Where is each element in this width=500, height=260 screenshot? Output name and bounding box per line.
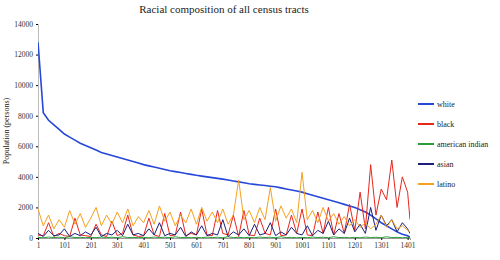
legend-swatch	[418, 103, 434, 105]
x-tick-mark	[223, 238, 224, 240]
chart: 0200040006000800010000120001400011012013…	[0, 0, 500, 260]
y-axis-title: Population (persons)	[2, 97, 11, 164]
x-tick-label: 501	[165, 241, 177, 250]
y-tick-label: 2000	[18, 203, 33, 212]
y-tick-label: 0	[29, 234, 33, 243]
x-tick: 801	[244, 238, 256, 250]
x-tick-mark	[38, 238, 39, 240]
y-tick-mark	[36, 24, 38, 25]
x-tick: 901	[270, 238, 282, 250]
x-tick-mark	[328, 238, 329, 240]
y-tick-mark	[36, 146, 38, 147]
x-tick: 1301	[374, 238, 389, 250]
x-tick: 1	[37, 238, 41, 250]
x-tick: 1401	[401, 238, 416, 250]
x-tick-mark	[408, 238, 409, 240]
legend-swatch	[418, 183, 434, 185]
x-tick: 1001	[295, 238, 310, 250]
x-tick: 201	[86, 238, 98, 250]
x-tick-label: 1301	[374, 241, 389, 250]
legend-label: latino	[437, 180, 455, 189]
legend: white black american indian asian latino	[418, 100, 488, 189]
legend-item: asian	[418, 160, 453, 169]
series-line	[38, 160, 410, 236]
x-axis: 1101201301401501601701801901100111011201…	[37, 238, 416, 250]
series-line	[38, 172, 410, 232]
x-tick: 1201	[348, 238, 363, 250]
y-tick: 14000	[14, 20, 38, 29]
x-axis-line	[39, 239, 411, 241]
x-tick-label: 201	[86, 241, 98, 250]
legend-label: white	[437, 100, 455, 109]
x-tick-label: 601	[191, 241, 203, 250]
y-tick-label: 8000	[18, 112, 33, 121]
x-tick: 501	[165, 238, 177, 250]
x-tick: 701	[218, 238, 230, 250]
series-line	[38, 42, 410, 237]
legend-item: black	[418, 120, 454, 129]
y-tick-mark	[36, 177, 38, 178]
y-tick: 4000	[18, 173, 38, 182]
x-tick-label: 701	[218, 241, 230, 250]
x-tick-mark	[170, 238, 171, 240]
x-tick-mark	[144, 238, 145, 240]
legend-item: white	[418, 100, 455, 109]
legend-label: black	[437, 120, 454, 129]
y-tick: 12000	[14, 50, 38, 59]
legend-label: american indian	[437, 140, 488, 149]
y-tick-label: 6000	[18, 142, 33, 151]
x-tick: 101	[59, 238, 71, 250]
x-tick-mark	[117, 238, 118, 240]
y-tick-label: 10000	[14, 81, 33, 90]
y-tick-mark	[36, 85, 38, 86]
x-tick-label: 1	[37, 241, 41, 250]
y-tick: 10000	[14, 81, 38, 90]
x-tick-label: 401	[138, 241, 150, 250]
x-tick-label: 1401	[401, 241, 416, 250]
legend-swatch	[418, 163, 434, 165]
lines	[38, 42, 410, 237]
y-axis-line	[36, 25, 39, 239]
y-tick-mark	[36, 116, 38, 117]
x-tick-label: 101	[59, 241, 71, 250]
legend-swatch	[418, 123, 434, 125]
y-tick: 2000	[18, 203, 38, 212]
x-tick-mark	[249, 238, 250, 240]
x-tick-label: 1001	[295, 241, 310, 250]
plot: 0200040006000800010000120001400011012013…	[14, 20, 416, 250]
x-tick-label: 1201	[348, 241, 363, 250]
x-tick-label: 801	[244, 241, 256, 250]
x-tick-label: 901	[270, 241, 282, 250]
y-tick-label: 14000	[14, 20, 33, 29]
x-tick-label: 301	[112, 241, 124, 250]
y-axis: 0 2000 4000 6000 8000 10000 12000 14000	[14, 20, 38, 243]
x-tick-mark	[355, 238, 356, 240]
y-tick-mark	[36, 55, 38, 56]
x-tick-mark	[91, 238, 92, 240]
y-tick-mark	[36, 207, 38, 208]
series-line	[38, 236, 410, 238]
y-tick: 8000	[18, 112, 38, 121]
x-tick: 1101	[322, 238, 337, 250]
x-tick-mark	[276, 238, 277, 240]
y-tick-label: 12000	[14, 50, 33, 59]
legend-swatch	[418, 143, 434, 145]
x-tick: 301	[112, 238, 124, 250]
x-tick-mark	[196, 238, 197, 240]
x-tick-mark	[381, 238, 382, 240]
x-tick: 401	[138, 238, 150, 250]
y-tick: 6000	[18, 142, 38, 151]
title: Racial composition of all census tracts	[139, 3, 309, 15]
x-tick-label: 1101	[322, 241, 337, 250]
x-tick: 601	[191, 238, 203, 250]
legend-item: american indian	[418, 140, 488, 149]
legend-label: asian	[437, 160, 453, 169]
y-tick-mark	[36, 238, 38, 239]
x-tick-mark	[302, 238, 303, 240]
x-tick-mark	[64, 238, 65, 240]
legend-item: latino	[418, 180, 455, 189]
y-tick-label: 4000	[18, 173, 33, 182]
